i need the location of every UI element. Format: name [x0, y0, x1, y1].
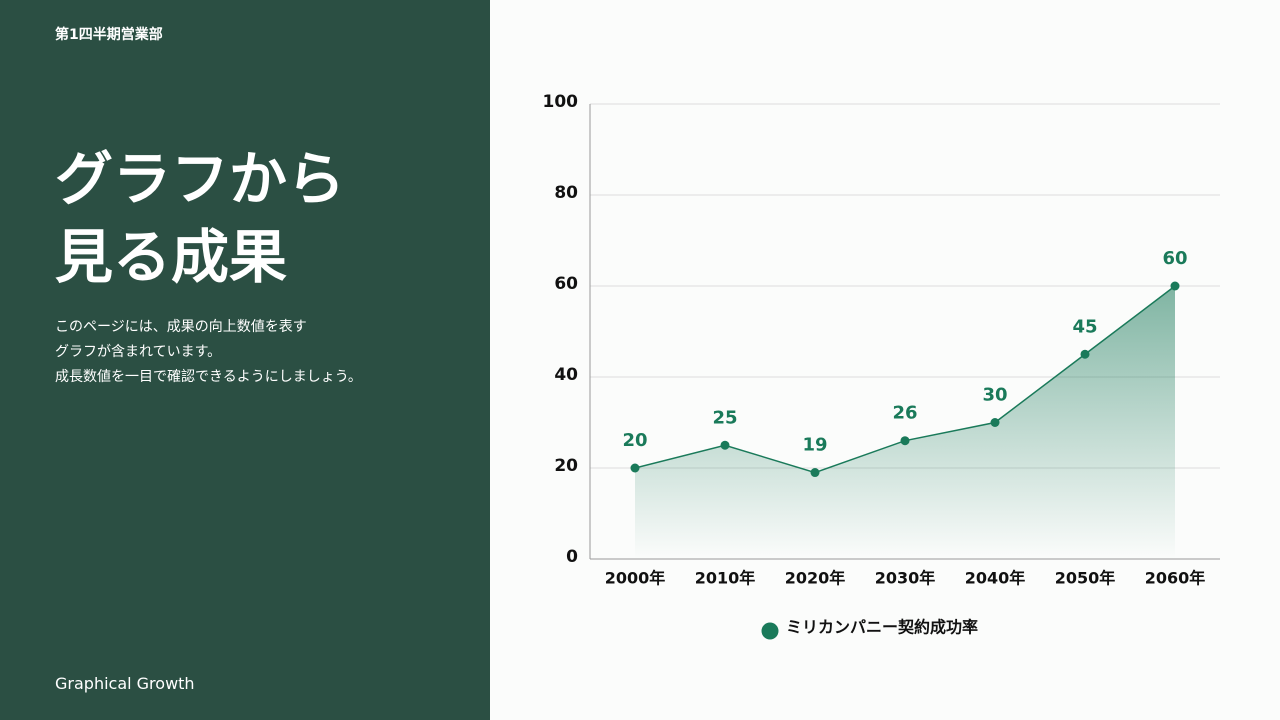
side-panel: 第1四半期営業部 グラフから 見る成果 このページには、成果の向上数値を表す グ… [0, 0, 490, 720]
department: 第1四半期営業部 [55, 27, 163, 43]
description: 成長数値を一目で確認できるようにしましょう。 [55, 369, 362, 385]
x-tick-label: 2020年 [785, 569, 846, 588]
data-label: 25 [712, 407, 737, 428]
point [990, 418, 1000, 427]
data-label: 20 [622, 430, 647, 451]
data-label: 30 [982, 385, 1007, 406]
data-label: 26 [892, 403, 917, 424]
point [630, 463, 640, 473]
point [1170, 281, 1180, 291]
y-tick-label: 40 [554, 365, 578, 385]
y-tick-label: 100 [543, 92, 579, 112]
y-tick-label: 60 [554, 274, 578, 294]
legend-label: ミリカンパニー契約成功率 [786, 618, 978, 637]
x-tick-label: 2060年 [1145, 569, 1206, 588]
footer: Graphical Growth [55, 674, 195, 693]
y-tick-label: 80 [554, 183, 578, 203]
y-tick-label: 0 [566, 547, 578, 567]
title: 見る成果 [55, 223, 288, 291]
area [635, 286, 1175, 559]
point [720, 440, 730, 450]
description: このページには、成果の向上数値を表す [55, 319, 307, 335]
point [1080, 349, 1090, 359]
x-tick-label: 2050年 [1055, 569, 1116, 588]
x-tick-label: 2010年 [695, 569, 756, 588]
data-label: 45 [1072, 316, 1097, 337]
point [900, 436, 910, 446]
title: グラフから [55, 145, 346, 213]
description: グラフが含まれています。 [55, 344, 222, 360]
data-label: 60 [1162, 248, 1187, 269]
x-tick-label: 2030年 [875, 569, 936, 588]
x-tick-label: 2000年 [605, 569, 666, 588]
x-tick-label: 2040年 [965, 569, 1026, 588]
legend-marker [761, 622, 779, 640]
point [810, 468, 820, 478]
data-label: 19 [802, 435, 827, 456]
y-tick-label: 20 [554, 456, 578, 476]
chart: 0 20 40 60 80 100 2000年 2010年 2020年 2030年 2040年 205… [543, 92, 1220, 640]
